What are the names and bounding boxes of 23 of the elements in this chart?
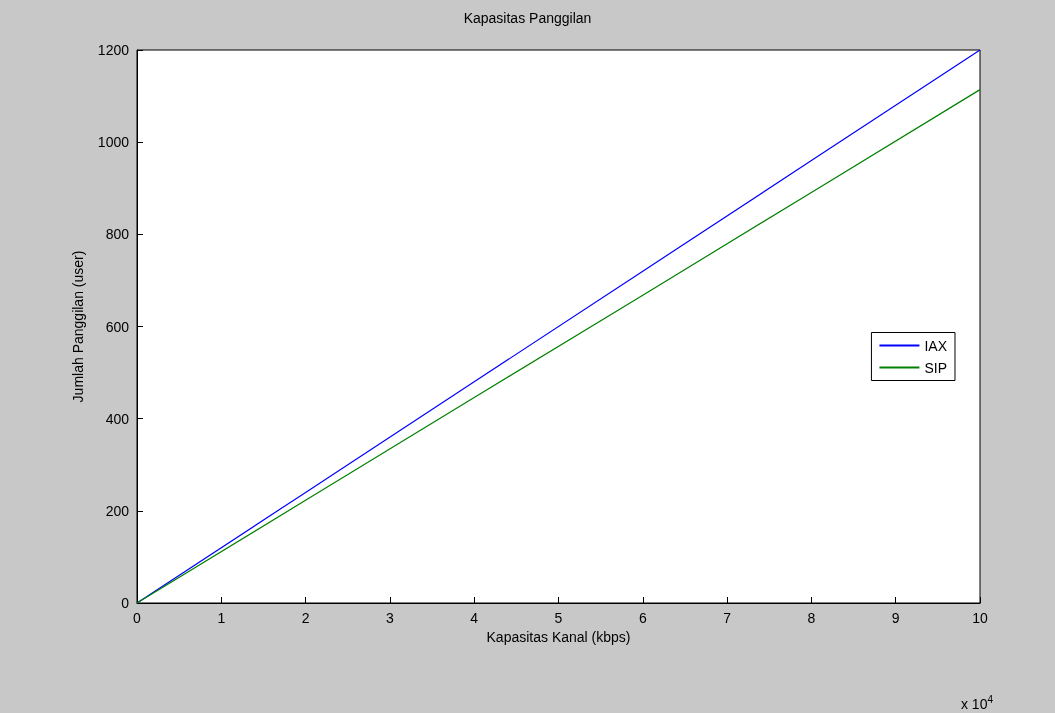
legend-label: IAX — [924, 337, 948, 354]
y-tick-label: 200 — [105, 502, 130, 519]
y-tick-label: 1200 — [97, 42, 130, 58]
chart-title: Kapasitas Panggilan — [463, 10, 592, 26]
legend-label: SIP — [924, 359, 948, 376]
y-tick-label: 800 — [105, 226, 130, 243]
x-tick-label: 2 — [301, 610, 310, 626]
x-tick-label: 1 — [217, 610, 226, 626]
y-tick-label: 0 — [121, 595, 130, 611]
x-axis-title: Kapasitas Kanal (kbps) — [486, 628, 631, 645]
y-tick-label: 400 — [105, 410, 130, 427]
x-tick-label: 10 — [972, 610, 988, 626]
x-tick-label: 4 — [470, 610, 479, 626]
y-tick-label: 1000 — [97, 134, 130, 151]
x-tick-label: 7 — [723, 610, 732, 626]
x-tick-label: 9 — [891, 610, 900, 626]
x-tick-label: 5 — [554, 610, 563, 626]
x-tick-label: 8 — [807, 610, 816, 626]
y-tick-label: 600 — [105, 318, 130, 335]
x-tick-label: 6 — [638, 610, 647, 626]
x-tick-label: 3 — [386, 610, 394, 626]
y-axis-title: Jumlah Panggilan (user) — [70, 250, 86, 403]
x-tick-label: 0 — [133, 610, 142, 626]
